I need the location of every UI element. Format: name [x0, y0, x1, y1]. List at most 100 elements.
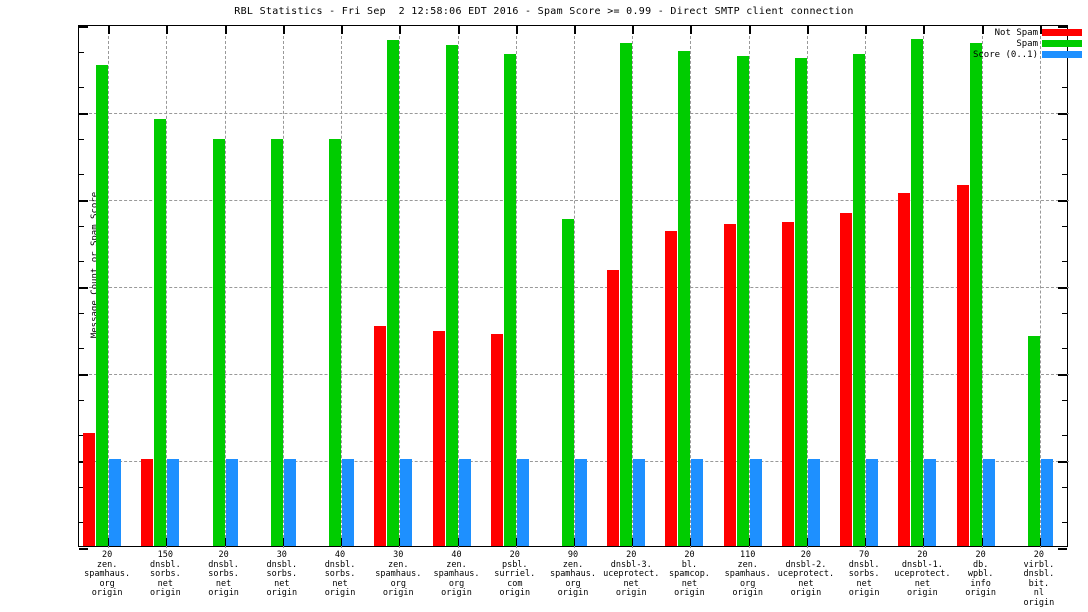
y-tick-minor	[1062, 434, 1067, 436]
bar-score	[924, 459, 937, 546]
x-tick-mark	[341, 26, 344, 34]
bar-not-spam	[898, 192, 911, 546]
bar-spam	[678, 50, 691, 546]
bar-spam	[387, 39, 400, 546]
bar-spam	[445, 45, 458, 546]
y-tick-minor	[1062, 521, 1067, 523]
bar-spam	[270, 138, 283, 546]
y-tick-minor	[79, 400, 84, 402]
bar-not-spam	[723, 224, 736, 546]
y-tick-minor	[1062, 260, 1067, 262]
vertical-gridline	[515, 26, 517, 548]
x-tick-mark	[748, 26, 751, 34]
legend-swatch	[1042, 51, 1082, 58]
vertical-gridline	[923, 26, 925, 548]
bar-score	[633, 459, 646, 546]
bar-not-spam	[374, 325, 387, 546]
x-axis-category-label: 20 zen. spamhaus. org origin	[84, 550, 131, 599]
vertical-gridline	[341, 26, 343, 548]
bar-score	[575, 459, 587, 546]
y-tick-minor	[1062, 173, 1067, 175]
x-axis-category-label: 20 dnsbl-1. uceprotect. net origin	[894, 550, 951, 599]
bar-spam	[911, 39, 924, 546]
x-axis-category-label: 20 dnsbl. sorbs. net origin	[208, 550, 239, 599]
vertical-gridline	[806, 26, 808, 548]
x-tick-mark	[1039, 26, 1042, 34]
bar-score	[400, 459, 413, 546]
bar-score	[225, 459, 238, 546]
vertical-gridline	[108, 26, 110, 548]
x-tick-mark	[865, 26, 868, 34]
y-tick-mark	[79, 200, 88, 202]
y-tick-minor	[79, 226, 84, 228]
y-tick-minor	[1062, 487, 1067, 489]
x-tick-mark	[806, 26, 809, 34]
y-tick-minor	[79, 313, 84, 315]
vertical-gridline	[399, 26, 401, 548]
x-axis-category-label: 110 zen. spamhaus. org origin	[724, 550, 771, 599]
bar-score	[749, 459, 762, 546]
y-tick-minor	[79, 86, 84, 88]
x-tick-mark	[690, 26, 693, 34]
bar-spam	[1027, 335, 1040, 546]
bar-score	[691, 459, 704, 546]
bar-score	[866, 459, 879, 546]
y-tick-minor	[79, 139, 84, 141]
vertical-gridline	[690, 26, 692, 548]
bar-not-spam	[490, 334, 503, 546]
y-tick-mark	[79, 374, 88, 376]
bar-spam	[969, 42, 982, 546]
vertical-gridline	[282, 26, 284, 548]
bar-not-spam	[840, 212, 853, 546]
bar-score	[807, 459, 820, 546]
y-tick-minor	[79, 52, 84, 54]
x-tick-mark	[981, 26, 984, 34]
y-tick-mark	[79, 113, 88, 115]
vertical-gridline	[457, 26, 459, 548]
bar-spam	[503, 54, 516, 546]
y-tick-mark	[79, 548, 88, 550]
y-tick-minor	[79, 521, 84, 523]
x-tick-mark	[282, 26, 285, 34]
vertical-gridline	[166, 26, 168, 548]
vertical-gridline	[224, 26, 226, 548]
legend-label: Spam	[1016, 38, 1038, 49]
y-tick-minor	[79, 260, 84, 262]
bar-score	[982, 459, 995, 546]
bar-spam	[329, 138, 342, 546]
x-tick-mark	[923, 26, 926, 34]
bar-spam	[562, 218, 574, 546]
x-tick-mark	[515, 26, 518, 34]
bar-spam	[736, 55, 749, 546]
x-axis-category-label: 20 dnsbl-2. uceprotect. net origin	[777, 550, 835, 599]
y-tick-minor	[1062, 139, 1067, 141]
y-tick-minor	[1062, 226, 1067, 228]
y-tick-mark	[1058, 113, 1067, 115]
x-axis-category-label: 20 bl. spamcop. net origin	[668, 550, 710, 599]
vertical-gridline	[748, 26, 750, 548]
bar-not-spam	[83, 432, 96, 546]
bar-not-spam	[141, 459, 154, 546]
y-tick-minor	[1062, 86, 1067, 88]
bar-spam	[794, 57, 807, 546]
x-tick-mark	[399, 26, 402, 34]
bar-not-spam	[607, 269, 620, 546]
x-axis-category-label: 20 virbl. dnsbl. bit. nl origin	[1023, 550, 1055, 608]
y-tick-mark	[1058, 200, 1067, 202]
vertical-gridline	[632, 26, 634, 548]
bar-not-spam	[665, 230, 678, 546]
x-axis-category-label: 30 zen. spamhaus. org origin	[375, 550, 422, 599]
bar-score	[167, 459, 180, 546]
y-tick-minor	[79, 434, 84, 436]
y-tick-mark	[1058, 374, 1067, 376]
bar-score	[458, 459, 471, 546]
x-axis-category-label: 90 zen. spamhaus. org origin	[549, 550, 597, 599]
y-tick-mark	[79, 26, 88, 28]
x-axis-category-label: 40 zen. spamhaus. org origin	[433, 550, 480, 599]
chart-legend: Not Spam Spam Score (0..1)	[922, 27, 1082, 60]
legend-item: Not Spam	[922, 27, 1082, 38]
y-tick-minor	[1062, 400, 1067, 402]
x-tick-mark	[108, 26, 111, 34]
bar-spam	[853, 54, 866, 546]
